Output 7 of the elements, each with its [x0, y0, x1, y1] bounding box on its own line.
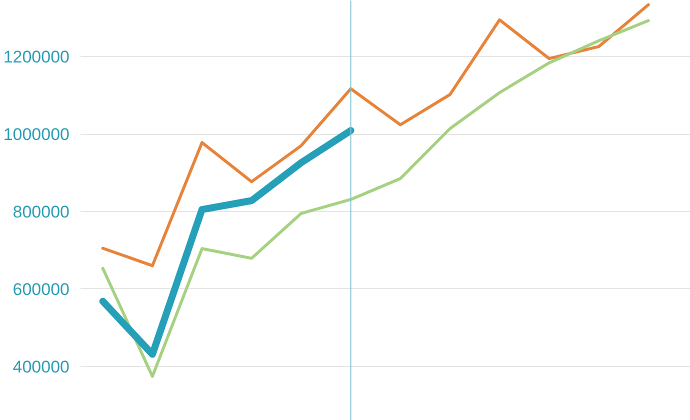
- line-series: [101, 19, 650, 378]
- line-series: [101, 3, 650, 268]
- y-tick-label: 600000: [12, 280, 70, 299]
- y-tick-label: 800000: [12, 202, 70, 222]
- y-tick-label: 1000000: [3, 125, 70, 144]
- y-tick-label: 1200000: [3, 48, 70, 67]
- y-tick-label: 400000: [12, 357, 70, 376]
